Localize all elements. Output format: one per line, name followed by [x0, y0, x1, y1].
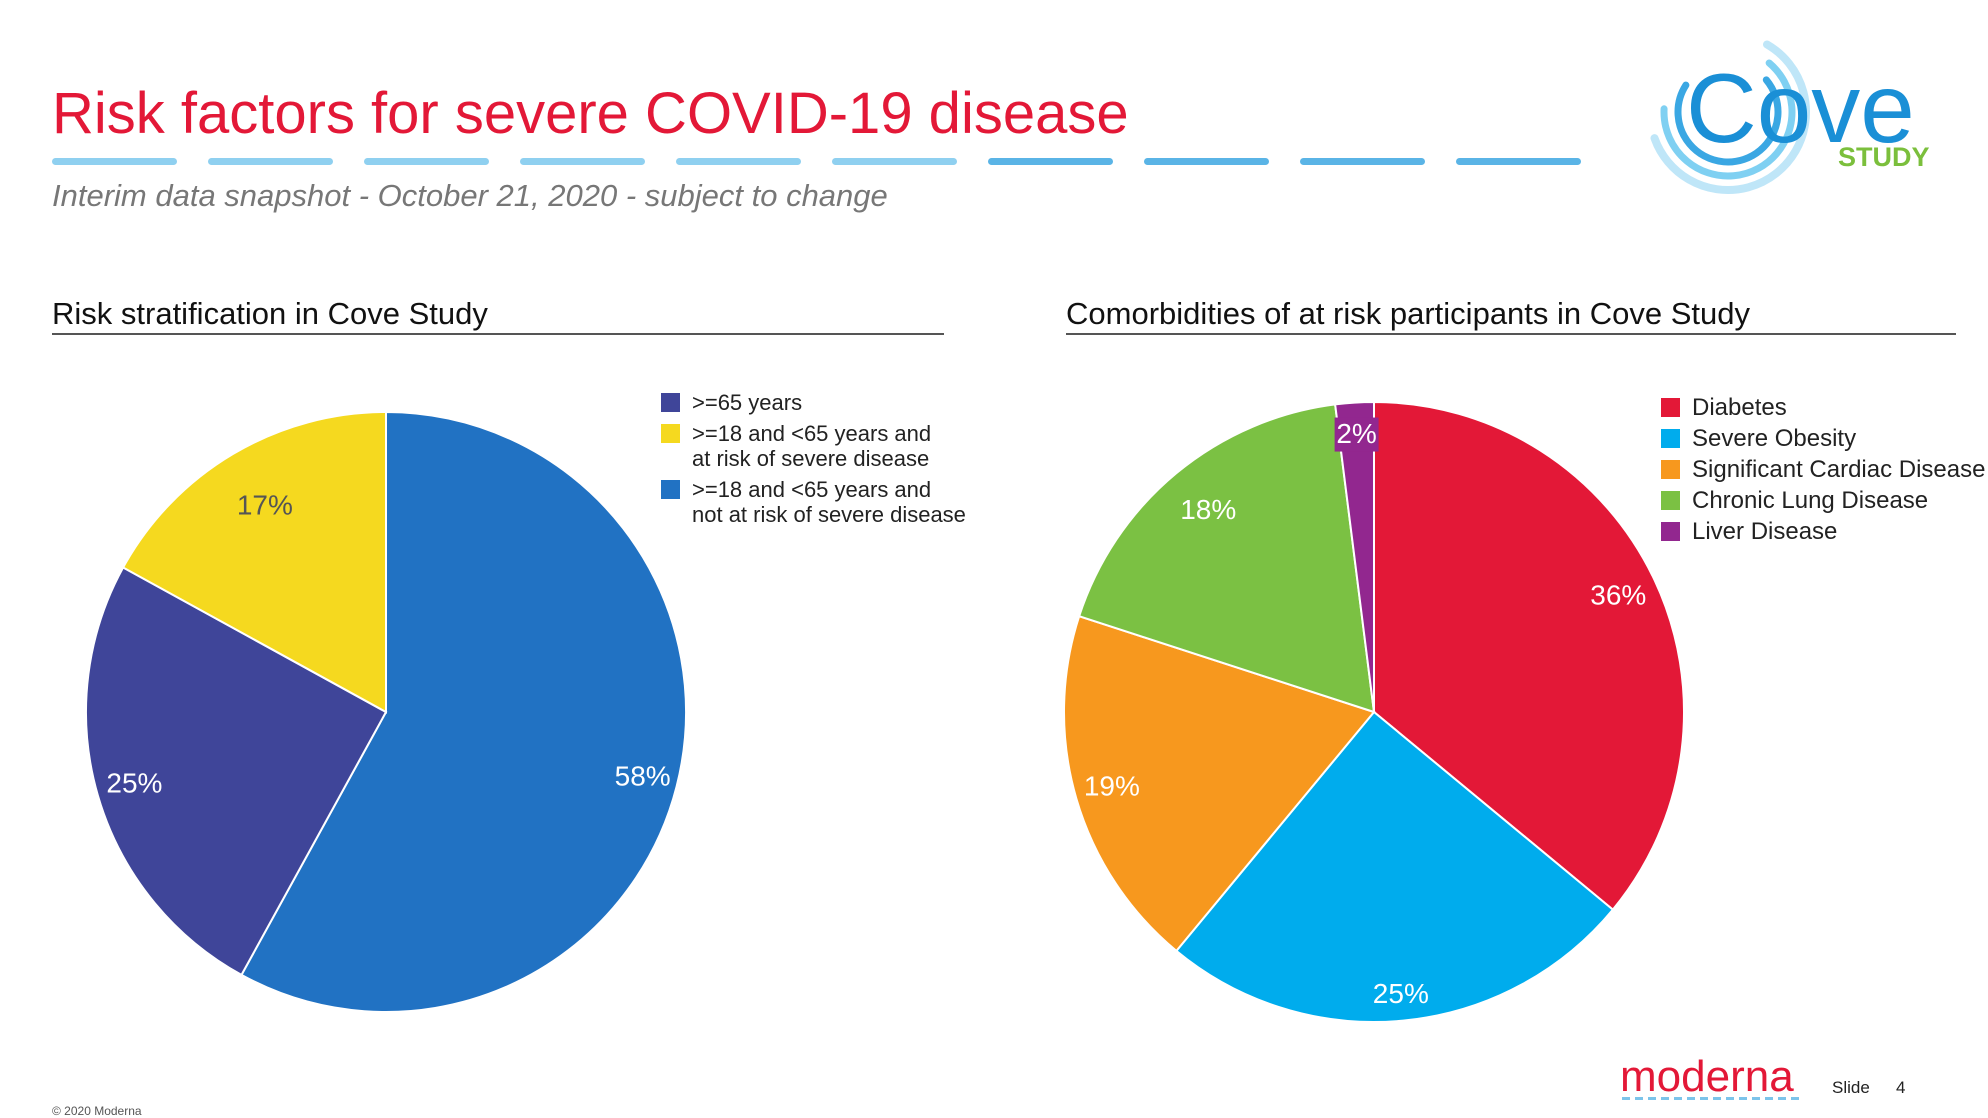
chart-right-title-rule — [1066, 333, 1956, 335]
title-divider-dash — [832, 158, 957, 165]
legend-item: >=18 and <65 years and at risk of severe… — [661, 421, 966, 471]
title-divider-dash — [676, 158, 801, 165]
legend-item: Diabetes — [1661, 395, 1985, 421]
pie-slice — [1334, 400, 1375, 713]
pie-data-label: 2% — [1336, 418, 1376, 449]
slide-title: Risk factors for severe COVID-19 disease — [52, 81, 1129, 146]
title-divider-dash — [208, 158, 333, 165]
slide-label: Slide — [1832, 1078, 1870, 1097]
pie-data-label: 25% — [106, 767, 162, 798]
title-divider-dash — [1144, 158, 1269, 165]
slide-number: 4 — [1896, 1078, 1906, 1097]
comorbidities-pie: 36% 25% 19% 18% 2% — [1063, 400, 1685, 1023]
legend-label: Significant Cardiac Disease — [1692, 456, 1986, 483]
legend-swatch — [661, 393, 680, 412]
title-divider — [52, 158, 1581, 165]
chart-left-title: Risk stratification in Cove Study — [52, 296, 488, 331]
legend-swatch — [661, 424, 680, 443]
legend-item: >=18 and <65 years and not at risk of se… — [661, 477, 966, 527]
legend-item: Significant Cardiac Disease — [1661, 457, 1985, 483]
legend-item: Severe Obesity — [1661, 426, 1985, 452]
moderna-logo-underline — [1622, 1097, 1800, 1100]
legend-item: Chronic Lung Disease — [1661, 488, 1985, 514]
pie-data-label: 18% — [1180, 494, 1236, 525]
logo-main-text: Cove — [1686, 53, 1915, 163]
title-divider-dash — [1300, 158, 1425, 165]
pie-slice — [1077, 403, 1376, 714]
title-divider-dash — [52, 158, 177, 165]
title-divider-dash — [988, 158, 1113, 165]
pie-slice — [1063, 614, 1376, 953]
legend-item: >=65 years — [661, 390, 966, 415]
legend-label: >=18 and <65 years and at risk of severe… — [692, 421, 932, 471]
legend-swatch — [1661, 491, 1680, 510]
comorbidities-legend: Diabetes Severe Obesity Significant Cardia… — [1661, 395, 1985, 550]
legend-label: >=18 and <65 years and not at risk of se… — [692, 477, 966, 527]
pie-data-label-background — [1334, 417, 1379, 452]
cove-study-logo: Cove STUDY — [1646, 30, 1930, 194]
legend-swatch — [1661, 460, 1680, 479]
moderna-logo: moderna — [1620, 1052, 1794, 1101]
pie-data-label: 58% — [615, 760, 671, 791]
pie-data-label: 36% — [1590, 579, 1646, 610]
legend-swatch — [1661, 522, 1680, 541]
pie-slice — [121, 410, 387, 714]
legend-swatch — [1661, 429, 1680, 448]
pie-data-label: 25% — [1373, 978, 1429, 1009]
pie-slice — [1174, 710, 1615, 1023]
logo-sub-text: STUDY — [1838, 142, 1930, 172]
title-divider-dash — [1456, 158, 1581, 165]
legend-label: Severe Obesity — [1692, 425, 1857, 452]
title-divider-dash — [364, 158, 489, 165]
copyright-text: © 2020 Moderna — [52, 1104, 142, 1118]
legend-swatch — [661, 480, 680, 499]
pie-slice — [240, 410, 687, 1013]
risk-stratification-legend: >=65 years >=18 and <65 years and at risk… — [661, 390, 966, 533]
legend-item: Liver Disease — [1661, 519, 1985, 545]
slide-subtitle: Interim data snapshot - October 21, 2020… — [52, 178, 888, 213]
legend-label: Diabetes — [1692, 394, 1787, 421]
legend-label: Liver Disease — [1692, 518, 1838, 545]
risk-stratification-pie: 58% 25% 17% — [85, 410, 687, 1013]
pie-data-label: 19% — [1084, 771, 1140, 802]
pie-slice — [85, 566, 388, 977]
pie-data-label: 17% — [237, 490, 293, 521]
legend-swatch — [1661, 398, 1680, 417]
pie-slice — [1373, 400, 1685, 912]
title-divider-dash — [520, 158, 645, 165]
legend-label: >=65 years — [692, 390, 803, 415]
chart-right-title: Comorbidities of at risk participants in… — [1066, 296, 1751, 331]
chart-left-title-rule — [52, 333, 944, 335]
legend-label: Chronic Lung Disease — [1692, 487, 1929, 514]
